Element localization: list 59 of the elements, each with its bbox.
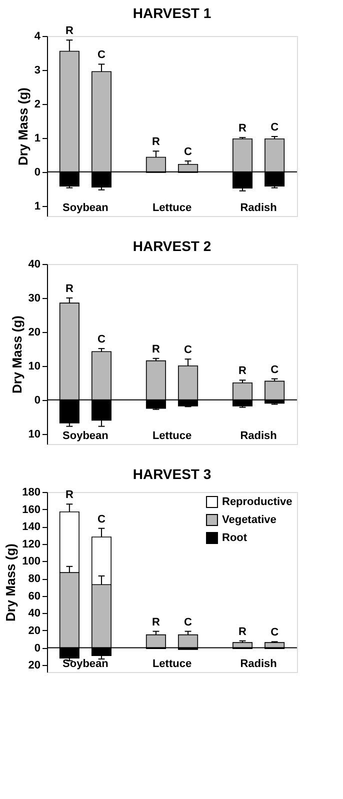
y-tick-label: 10 [28, 360, 40, 372]
y-tick-label: 40 [28, 258, 40, 270]
chart-title: HARVEST 3 [132, 466, 212, 482]
x-tick-label: C [98, 513, 106, 526]
x-tick-label: R [65, 282, 74, 295]
x-tick-label: R [238, 626, 247, 638]
x-tick-label: C [184, 146, 192, 158]
annotation: Radish [240, 202, 278, 214]
y-tick-label: 2 [34, 98, 40, 110]
x-tick-label: C [98, 334, 106, 346]
x-tick-label: R [238, 122, 247, 135]
y-tick-label: 180 [22, 486, 40, 498]
y-tick-label: 0 [34, 394, 40, 406]
y-tick-label: 160 [22, 504, 40, 516]
x-tick-label: C [98, 49, 106, 62]
annotation: Lettuce [152, 430, 192, 442]
y-tick-label: 140 [22, 521, 40, 534]
y-tick-label: 3 [34, 64, 40, 76]
y-tick-label: 20 [28, 326, 40, 338]
y-axis-title: Dry Mass (g) [15, 87, 30, 166]
annotation: Soybean [62, 658, 109, 670]
y-tick-label: 0 [34, 642, 40, 654]
y-tick-label: 100 [22, 556, 40, 568]
annotation: Radish [240, 430, 278, 442]
y-tick-label: 60 [28, 590, 40, 602]
x-tick-label: C [270, 122, 279, 134]
x-tick-label: R [152, 136, 160, 148]
legend-label: Vegetative [222, 514, 276, 526]
annotation: Lettuce [152, 658, 192, 670]
annotation: Radish [240, 658, 278, 670]
y-axis-title: Dry Mass (g) [9, 315, 24, 394]
y-tick-label: 80 [28, 573, 40, 586]
legend-label: Reproductive [222, 496, 292, 508]
x-tick-label: R [152, 616, 160, 628]
y-tick-label: 20 [28, 624, 40, 637]
annotation: Soybean [62, 430, 109, 442]
y-tick-label: 10 [28, 428, 40, 440]
y-tick-label: 40 [28, 608, 40, 620]
chart-title: HARVEST 2 [132, 238, 212, 254]
y-tick-label: 30 [28, 292, 40, 304]
annotation: Soybean [62, 202, 109, 214]
y-tick-label: 120 [22, 538, 40, 550]
x-tick-label: C [184, 616, 192, 628]
x-tick-label: R [238, 365, 247, 378]
chart-title: HARVEST 1 [132, 5, 212, 22]
x-tick-label: R [65, 25, 74, 38]
x-tick-label: R [65, 489, 74, 502]
x-tick-label: C [270, 364, 279, 376]
legend-label: Root [222, 532, 248, 544]
x-tick-label: R [152, 343, 160, 356]
x-tick-label: C [184, 344, 192, 356]
y-tick-label: 4 [34, 30, 42, 42]
y-tick-label: 1 [34, 200, 40, 212]
y-axis-title: Dry Mass (g) [3, 543, 18, 622]
x-tick-label: C [270, 626, 279, 639]
y-tick-label: 0 [34, 166, 40, 178]
y-tick-label: 1 [34, 132, 40, 144]
y-tick-label: 20 [28, 660, 40, 672]
annotation: Lettuce [152, 202, 192, 214]
